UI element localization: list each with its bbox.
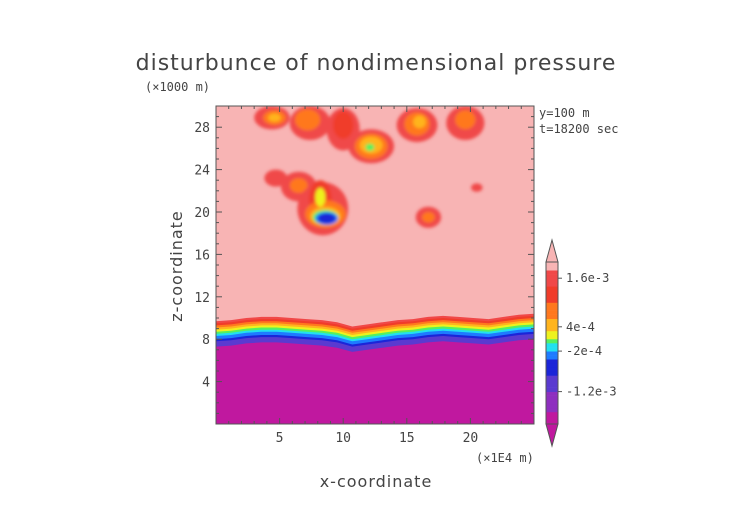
colorbar-label-2: -2e-4 — [566, 344, 602, 358]
colorbar-segment-15 — [546, 359, 558, 364]
y-tick-label-5: 24 — [194, 164, 210, 179]
colorbar-segment-32 — [546, 290, 558, 295]
contour-blob-13 — [413, 115, 426, 129]
annotation-time: t=18200 sec — [539, 122, 618, 136]
colorbar-segment-7 — [546, 391, 558, 396]
colorbar-label-3: -1.2e-3 — [566, 385, 617, 399]
colorbar-segment-1 — [546, 415, 558, 421]
contour-blob-18 — [289, 178, 308, 193]
axes: 5 10 15 20 4 8 12 16 20 24 28 — [194, 105, 535, 446]
colorbar-segment-27 — [546, 310, 558, 315]
colorbar-segment-14 — [546, 363, 558, 368]
colorbar-segment-39 — [546, 262, 558, 267]
colorbar-segment-19 — [546, 343, 558, 348]
contour-blob-28 — [422, 212, 435, 223]
contour-field — [216, 106, 534, 424]
colorbar-segment-33 — [546, 286, 558, 291]
colorbar-label-0: 1.6e-3 — [566, 271, 609, 285]
x-tick-label-3: 20 — [463, 431, 479, 446]
colorbar-segment-20 — [546, 338, 558, 344]
contour-blob-10 — [365, 143, 375, 151]
colorbar-segment-37 — [546, 270, 558, 275]
colorbar-top-arrow — [545, 238, 559, 263]
contour-blob-15 — [455, 110, 476, 130]
colorbar-segment-18 — [546, 347, 558, 352]
contour-blob-4 — [294, 109, 321, 131]
y-tick-label-4: 20 — [194, 206, 210, 221]
colorbar-segment-36 — [546, 274, 558, 279]
contour-band-base — [216, 339, 534, 424]
blob-group — [254, 106, 485, 236]
colorbar-segment-10 — [546, 379, 558, 384]
colorbar-segment-25 — [546, 318, 558, 324]
x-axis-title: x-coordinate — [320, 472, 433, 491]
x-tick-label-2: 15 — [399, 431, 415, 446]
colorbar-segment-16 — [546, 355, 558, 360]
colorbar-segment-38 — [546, 266, 558, 271]
colorbar-bottom-arrow — [545, 423, 559, 448]
colorbar-segment-9 — [546, 383, 558, 388]
x-unit-label: (×1E4 m) — [476, 451, 534, 465]
y-tick-label-3: 16 — [194, 248, 210, 263]
contour-blob-2 — [268, 113, 281, 122]
colorbar-segment-8 — [546, 387, 558, 392]
colorbar: 1.6e-3 4e-4 -2e-4 -1.2e-3 — [545, 238, 617, 448]
contour-blob-23 — [315, 187, 326, 207]
y-unit-label: (×1000 m) — [145, 80, 210, 94]
colorbar-segment-26 — [546, 314, 558, 319]
contour-blob-29 — [471, 183, 483, 192]
colorbar-segment-3 — [546, 407, 558, 413]
colorbar-segment-24 — [546, 322, 558, 328]
colorbar-segment-5 — [546, 399, 558, 405]
colorbar-segment-34 — [546, 282, 558, 287]
colorbar-segment-21 — [546, 334, 558, 340]
colorbar-segment-28 — [546, 306, 558, 311]
colorbar-segment-13 — [546, 367, 558, 372]
y-tick-label-0: 4 — [202, 376, 210, 391]
colorbar-segment-12 — [546, 371, 558, 376]
y-tick-label-2: 12 — [194, 291, 210, 306]
colorbar-frame — [545, 261, 559, 425]
colorbar-segment-35 — [546, 278, 558, 283]
colorbar-segment-6 — [546, 395, 558, 400]
x-tick-label-0: 5 — [276, 431, 284, 446]
colorbar-segment-31 — [546, 294, 558, 299]
colorbar-segment-22 — [546, 330, 558, 336]
colorbar-segment-30 — [546, 298, 558, 303]
colorbar-segment-29 — [546, 302, 558, 307]
chart-title: disturbunce of nondimensional pressure — [136, 51, 617, 76]
contour-blob-6 — [333, 111, 354, 139]
colorbar-segment-11 — [546, 375, 558, 380]
colorbar-segment-17 — [546, 351, 558, 356]
annotation-y-position: y=100 m — [539, 106, 590, 120]
x-tick-label-1: 10 — [335, 431, 351, 446]
colorbar-segment-0 — [546, 419, 558, 425]
contour-blob-26 — [317, 213, 336, 224]
y-tick-label-1: 8 — [202, 333, 210, 348]
colorbar-label-1: 4e-4 — [566, 320, 595, 334]
colorbar-segment-2 — [546, 411, 558, 417]
colorbar-segment-4 — [546, 403, 558, 409]
contour-blob-16 — [264, 169, 288, 187]
y-axis-title: z-coordinate — [167, 210, 186, 322]
y-tick-label-6: 28 — [194, 121, 210, 136]
colorbar-segment-23 — [546, 326, 558, 332]
